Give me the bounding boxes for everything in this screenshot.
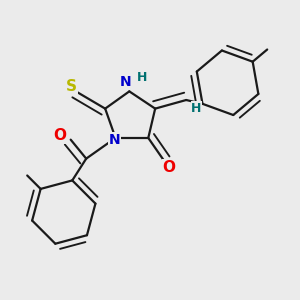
Text: N: N <box>109 133 121 147</box>
Text: H: H <box>191 102 202 115</box>
Text: N: N <box>120 75 132 89</box>
Text: S: S <box>66 79 77 94</box>
Text: O: O <box>163 160 176 175</box>
Text: H: H <box>137 71 148 84</box>
Text: O: O <box>53 128 66 143</box>
